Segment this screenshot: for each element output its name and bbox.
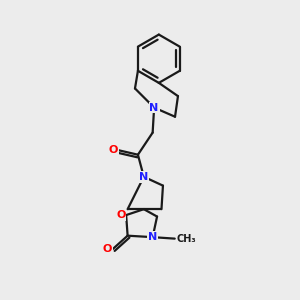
- Text: N: N: [149, 103, 159, 112]
- Text: CH₃: CH₃: [176, 234, 196, 244]
- Text: N: N: [148, 232, 157, 242]
- Text: O: O: [116, 210, 125, 220]
- Text: O: O: [109, 145, 118, 155]
- Text: O: O: [103, 244, 112, 254]
- Text: N: N: [139, 172, 148, 182]
